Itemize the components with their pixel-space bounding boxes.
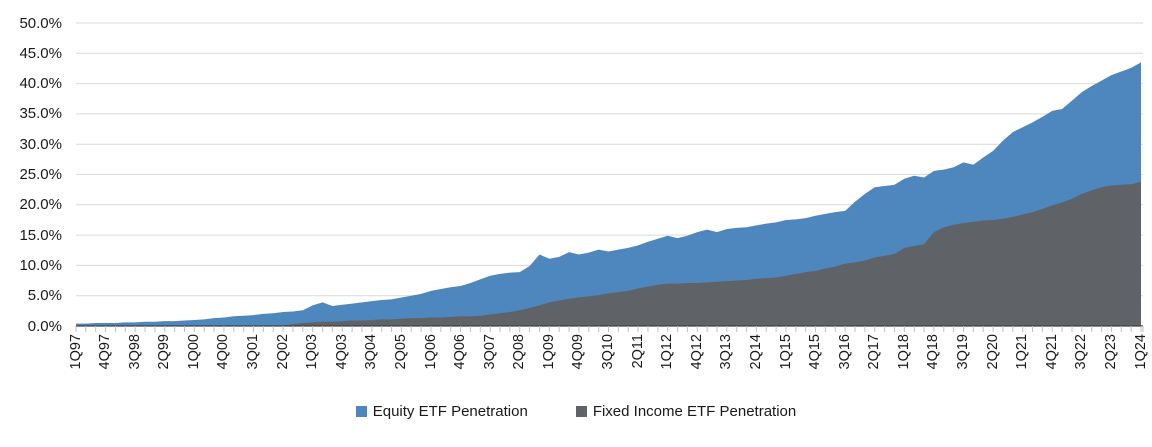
y-tick-label: 40.0% <box>19 75 62 93</box>
x-tick-label: 2Q11 <box>629 334 646 369</box>
fixed-income-legend-swatch-icon <box>575 405 587 417</box>
y-tick-label: 50.0% <box>19 14 62 32</box>
x-tick-label: 3Q22 <box>1073 334 1090 370</box>
x-tick-label: 4Q21 <box>1043 334 1060 370</box>
y-tick-label: 5.0% <box>27 287 62 305</box>
x-tick-label: 2Q08 <box>511 334 528 370</box>
legend-item-fixed-income: Fixed Income ETF Penetration <box>575 402 797 420</box>
y-tick-label: 25.0% <box>19 166 62 183</box>
x-tick-label: 1Q00 <box>185 334 202 370</box>
plot-area <box>75 22 1144 332</box>
equity-legend-label: Equity ETF Penetration <box>372 402 528 420</box>
x-tick-label: 4Q15 <box>807 334 824 370</box>
x-tick-label: 2Q14 <box>747 334 764 370</box>
x-tick-label: 4Q06 <box>452 334 469 370</box>
y-tick-label: 15.0% <box>19 226 62 244</box>
x-tick-label: 1Q24 <box>1132 334 1149 370</box>
legend-item-equity: Equity ETF Penetration <box>355 402 528 420</box>
x-tick-label: 3Q07 <box>481 334 498 370</box>
x-tick-label: 3Q01 <box>245 334 261 370</box>
x-tick-label: 3Q04 <box>363 334 380 370</box>
y-tick-label: 10.0% <box>19 256 62 274</box>
x-tick-label: 1Q03 <box>304 334 321 370</box>
x-tick-label: 4Q00 <box>215 334 232 370</box>
x-tick-label: 1Q15 <box>777 334 794 370</box>
x-tick-label: 3Q98 <box>126 334 143 370</box>
x-tick-label: 2Q99 <box>156 334 173 370</box>
y-tick-label: 20.0% <box>19 196 62 214</box>
x-tick-label: 1Q97 <box>67 334 84 370</box>
x-tick-label: 1Q18 <box>895 334 912 370</box>
x-tick-label: 1Q21 <box>1014 334 1031 370</box>
y-tick-label: 45.0% <box>19 44 62 62</box>
x-tick-label: 3Q16 <box>836 334 853 370</box>
x-tick-label: 4Q97 <box>97 334 114 370</box>
x-tick-label: 2Q05 <box>392 334 409 370</box>
x-tick-label: 4Q03 <box>333 334 350 370</box>
equity-legend-swatch-icon <box>355 405 367 417</box>
x-tick-label: 2Q20 <box>984 334 1001 370</box>
x-tick-label: 1Q12 <box>659 334 676 370</box>
x-tick-label: 3Q13 <box>718 334 735 370</box>
x-tick-label: 2Q02 <box>274 334 291 370</box>
x-tick-label: 1Q09 <box>540 334 557 370</box>
x-tick-label: 4Q18 <box>925 334 942 370</box>
x-tick-label: 4Q12 <box>688 334 705 370</box>
fixed-income-legend-label: Fixed Income ETF Penetration <box>592 402 797 420</box>
x-tick-label: 2Q23 <box>1102 334 1119 370</box>
x-tick-label: 3Q19 <box>955 334 971 370</box>
legend: Equity ETF Penetration Fixed Income ETF … <box>0 400 1152 422</box>
y-tick-label: 0.0% <box>27 317 62 335</box>
fixed-income-area-series <box>76 181 1141 326</box>
x-tick-label: 1Q06 <box>422 334 439 370</box>
y-tick-label: 30.0% <box>19 135 62 153</box>
x-tick-label: 3Q10 <box>600 334 616 370</box>
x-tick-label: 4Q09 <box>570 334 587 370</box>
y-tick-label: 35.0% <box>19 105 62 123</box>
x-tick-label: 2Q17 <box>866 334 883 370</box>
